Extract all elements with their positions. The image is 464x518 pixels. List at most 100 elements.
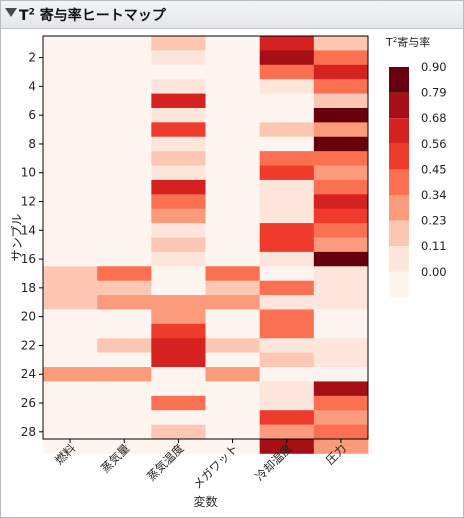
heatmap-cell [151,151,206,166]
heatmap-cell [43,309,98,325]
panel-titlebar: T2 寄与率ヒートマップ [1,1,463,29]
heatmap-cell [151,280,206,296]
heatmap-cell [259,64,315,80]
heatmap-cell [259,295,315,310]
heatmap-cell [43,237,98,253]
heatmap-cell [313,424,369,440]
heatmap-cell [97,309,152,325]
heatmap-cell [313,208,369,224]
heatmap-cell [205,79,261,94]
legend-label: 0.11 [421,239,447,253]
heatmap-cell [151,36,206,51]
heatmap-cell [97,352,152,368]
legend-swatch [389,118,409,144]
legend-label: 0.56 [421,137,447,151]
heatmap-cell [313,136,369,152]
legend-label: 0.23 [421,214,447,228]
heatmap-cell [205,194,261,210]
heatmap-cell [151,50,206,66]
heatmap-cell [43,395,98,411]
heatmap-cell [313,122,369,138]
heatmap-cell [97,179,152,195]
heatmap-cell [97,107,152,123]
heatmap-cell [313,50,369,66]
heatmap-cell [259,208,315,224]
heatmap-cell [43,93,98,109]
legend-swatch [389,92,409,119]
y-tick-label: 12 [21,195,36,209]
heatmap-cell [151,309,206,325]
heatmap-cell [205,323,261,339]
heatmap-cell [97,93,152,109]
heatmap-cell [43,208,98,224]
heatmap-cell [313,323,369,339]
heatmap-cell [151,79,206,94]
legend-title: T2寄与率 [385,35,430,49]
heatmap-cell [259,50,315,66]
heatmap-cell [43,223,98,238]
heatmap-cell [313,64,369,80]
heatmap-cell [43,266,98,282]
heatmap-cell [313,251,369,267]
heatmap-cell [97,395,152,411]
heatmap-cell [43,122,98,138]
heatmap-cell [205,410,261,425]
heatmap-cell [313,367,369,382]
y-tick-label: 6 [28,108,36,122]
legend-swatch [389,220,409,247]
heatmap-cell [151,352,206,368]
y-tick-label: 24 [21,367,36,381]
heatmap-cell [151,295,206,310]
legend-swatch [389,169,409,195]
legend-label: 0.79 [421,86,447,100]
heatmap-cell [259,367,315,382]
legend-label: 0.90 [421,60,447,74]
heatmap-cell [205,237,261,253]
heatmap-cell [259,352,315,368]
heatmap-cell [259,424,315,440]
heatmap-cell [97,424,152,440]
legend-swatch [389,246,409,272]
heatmap-cell [259,323,315,339]
heatmap-cell [259,79,315,94]
y-tick-label: 26 [21,396,36,410]
y-tick-label: 18 [21,281,36,295]
heatmap-cell [259,338,315,354]
heatmap-cell [151,107,206,123]
collapse-triangle-icon[interactable] [5,8,17,17]
heatmap-cell [205,179,261,195]
heatmap-cell [205,208,261,224]
heatmap-cell [97,208,152,224]
heatmap-cell [205,93,261,109]
heatmap-cell [259,395,315,411]
heatmap-cell [151,251,206,267]
heatmap-cell [151,194,206,210]
heatmap-cell [205,64,261,80]
heatmap-cell [97,338,152,354]
heatmap-cell [205,381,261,397]
heatmap-cell [97,64,152,80]
heatmap-cell [313,194,369,210]
y-tick-label: 28 [21,425,36,439]
heatmap-cell [43,107,98,123]
heatmap-cell [205,223,261,238]
heatmap-cell [151,122,206,138]
heatmap-cell [259,136,315,152]
heatmap-cell [43,151,98,166]
heatmap-cell [97,266,152,282]
heatmap-cell [151,266,206,282]
heatmap-cell [151,223,206,238]
heatmap-cell [43,439,98,454]
heatmap-cell [97,295,152,310]
legend-swatch [389,143,409,170]
heatmap-cell [259,309,315,325]
legend-swatch [389,271,409,298]
heatmap-cell [97,122,152,138]
heatmap-cell [259,266,315,282]
heatmap-cell [205,251,261,267]
heatmap-cell [97,165,152,181]
heatmap-cell [259,194,315,210]
heatmap-cell [205,309,261,325]
heatmap-cell [313,338,369,354]
